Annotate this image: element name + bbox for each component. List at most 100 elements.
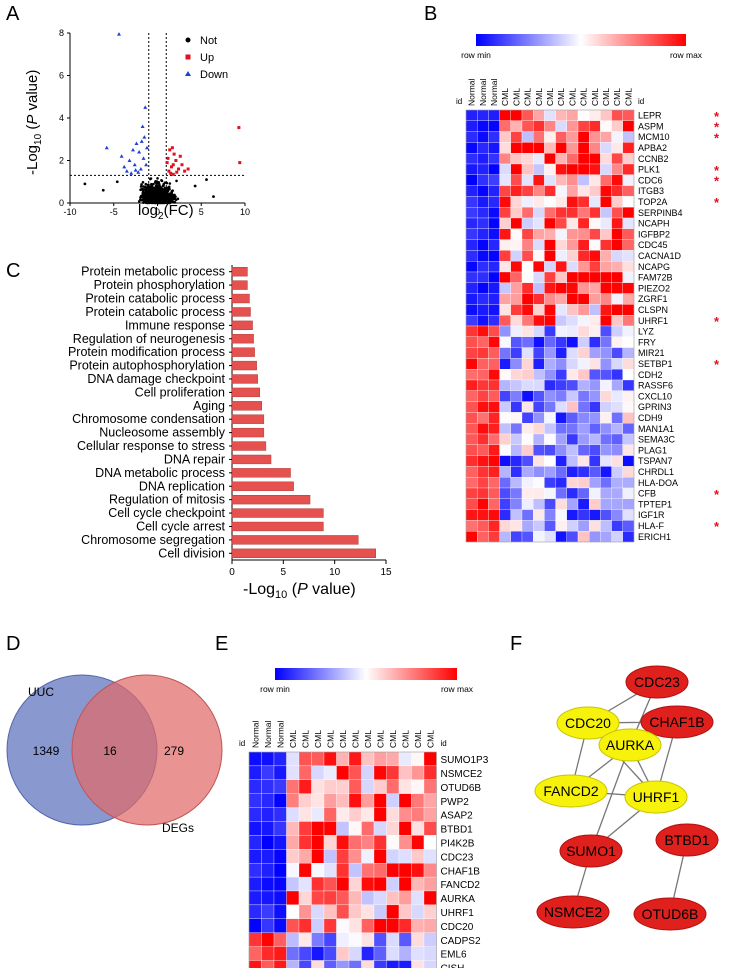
heatmap-id-label-right: id [441, 739, 447, 748]
heatmap-cell [533, 196, 545, 208]
heatmap-cell [477, 369, 489, 381]
heatmap-row-label: HLA-F [638, 521, 665, 531]
heatmap-cell [555, 261, 567, 273]
heatmap-cell [555, 401, 567, 413]
down-point [144, 162, 149, 167]
heatmap-cell [488, 250, 500, 262]
heatmap-column-label: CML [534, 88, 544, 106]
heatmap-cell [298, 863, 312, 878]
heatmap-row-label: BTBD1 [441, 825, 474, 836]
node-label-uhrf1: UHRF1 [633, 789, 680, 805]
heatmap-cell [600, 325, 612, 337]
heatmap-cell [273, 863, 287, 878]
heatmap-cell [622, 498, 635, 510]
heatmap-cell [477, 304, 489, 316]
heatmap-cell [499, 390, 511, 402]
down-point [139, 139, 144, 143]
heatmap-cell [423, 876, 437, 892]
heatmap-cell [336, 918, 350, 933]
go-bar [231, 387, 260, 398]
heatmap-cell [411, 835, 425, 850]
heatmap-cell [555, 271, 567, 283]
heatmap-cell [336, 821, 350, 836]
not-point [152, 193, 156, 197]
heatmap-cell [589, 163, 601, 175]
significance-star: * [714, 519, 720, 534]
heatmap-cell [533, 423, 545, 435]
heatmap-cell [361, 779, 375, 794]
heatmap-cell [398, 821, 412, 836]
heatmap-cell [465, 261, 478, 273]
heatmap-cell [555, 304, 567, 316]
not-point [165, 188, 169, 191]
heatmap-cell [589, 315, 601, 327]
node-label-cdc20: CDC20 [565, 715, 611, 731]
heatmap-cell [477, 109, 489, 121]
heatmap-cell [544, 120, 556, 132]
heatmap-cell [600, 498, 612, 510]
heatmap-cell [622, 282, 635, 294]
not-point [169, 196, 173, 199]
not-point [156, 199, 159, 202]
heatmap-cell [555, 174, 567, 186]
heatmap-cell [465, 120, 478, 132]
heatmap-cell [423, 890, 437, 906]
heatmap-row-label: AURKA [441, 894, 476, 905]
heatmap-cell [499, 531, 511, 543]
heatmap-cell [499, 131, 511, 143]
not-point [168, 182, 172, 185]
heatmap-row-label: SUMO1P3 [441, 755, 489, 766]
heatmap-row-label: CHAF1B [441, 866, 481, 877]
heatmap-cell [577, 228, 590, 240]
heatmap-cell [577, 412, 590, 424]
heatmap-cell [311, 835, 325, 850]
heatmap-cell [577, 217, 590, 229]
down-points [104, 32, 149, 175]
heatmap-cell [544, 163, 556, 175]
heatmap-cell [544, 217, 556, 229]
heatmap-cell [589, 444, 601, 456]
heatmap-cell [533, 477, 545, 489]
heatmap-cell [566, 412, 579, 424]
heatmap-cell [555, 250, 567, 262]
up-point [170, 146, 174, 150]
heatmap-cell [521, 163, 534, 175]
heatmap-cell [600, 444, 612, 456]
panel-label-c: C [6, 260, 20, 282]
legend-label-not: Not [200, 35, 217, 47]
heatmap-cell [499, 444, 511, 456]
heatmap-cell [600, 477, 612, 489]
heatmap-cell [555, 347, 567, 359]
heatmap-cell [261, 904, 275, 919]
heatmap-cell [544, 185, 556, 197]
heatmap-row-label: PI4K2B [441, 839, 475, 850]
heatmap-cell [589, 401, 601, 413]
heatmap-cell [622, 196, 635, 208]
heatmap-cell [600, 163, 612, 175]
heatmap-cell [298, 807, 312, 822]
heatmap-cell [336, 863, 350, 878]
go-category-label: Chromosome segregation [81, 533, 225, 547]
heatmap-cell [622, 217, 635, 229]
heatmap-column-label: CML [590, 88, 600, 106]
heatmap-cell [566, 423, 579, 435]
heatmap-cell [398, 793, 412, 808]
heatmap-cell [622, 531, 635, 543]
heatmap-cell [622, 509, 635, 521]
not-point [174, 195, 177, 198]
significance-star: * [714, 195, 720, 210]
heatmap-row-label: SETBP1 [638, 359, 673, 369]
heatmap-cell [589, 390, 601, 402]
heatmap-cell [611, 509, 623, 521]
heatmap-cell [348, 863, 362, 878]
heatmap-cell [510, 131, 523, 143]
heatmap-cell [465, 109, 478, 121]
heatmap-row-label: CDH2 [638, 370, 663, 380]
heatmap-row-label: PLAG1 [638, 445, 667, 455]
heatmap-cell [577, 325, 590, 337]
heatmap-cell [298, 904, 312, 919]
heatmap-cell [423, 779, 437, 794]
heatmap-cell [521, 239, 534, 251]
heatmap-cell [589, 293, 601, 305]
